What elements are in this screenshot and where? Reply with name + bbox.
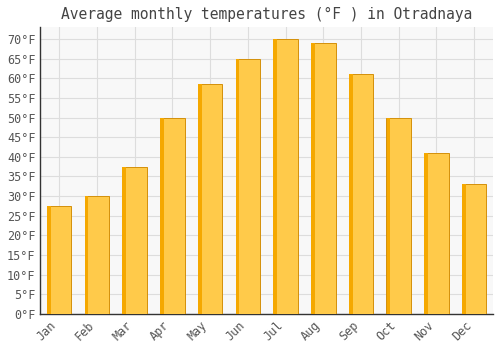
Bar (462, 184, 466, 314)
Bar (47, 206, 50, 314)
Bar (274, 39, 277, 314)
Bar (236, 59, 260, 314)
Title: Average monthly temperatures (°F ) in Otradnaya: Average monthly temperatures (°F ) in Ot… (61, 7, 472, 22)
Bar (85, 196, 88, 314)
Bar (198, 84, 202, 314)
Bar (160, 118, 184, 314)
Bar (311, 43, 315, 314)
Bar (349, 75, 352, 314)
Bar (462, 184, 486, 314)
Bar (198, 84, 222, 314)
Bar (160, 118, 164, 314)
Bar (424, 153, 428, 314)
Bar (236, 59, 240, 314)
Bar (274, 39, 298, 314)
Bar (386, 118, 390, 314)
Bar (122, 167, 126, 314)
Bar (348, 75, 374, 314)
Bar (47, 206, 72, 314)
Bar (424, 153, 448, 314)
Bar (386, 118, 411, 314)
Bar (84, 196, 109, 314)
Bar (311, 43, 336, 314)
Bar (122, 167, 147, 314)
